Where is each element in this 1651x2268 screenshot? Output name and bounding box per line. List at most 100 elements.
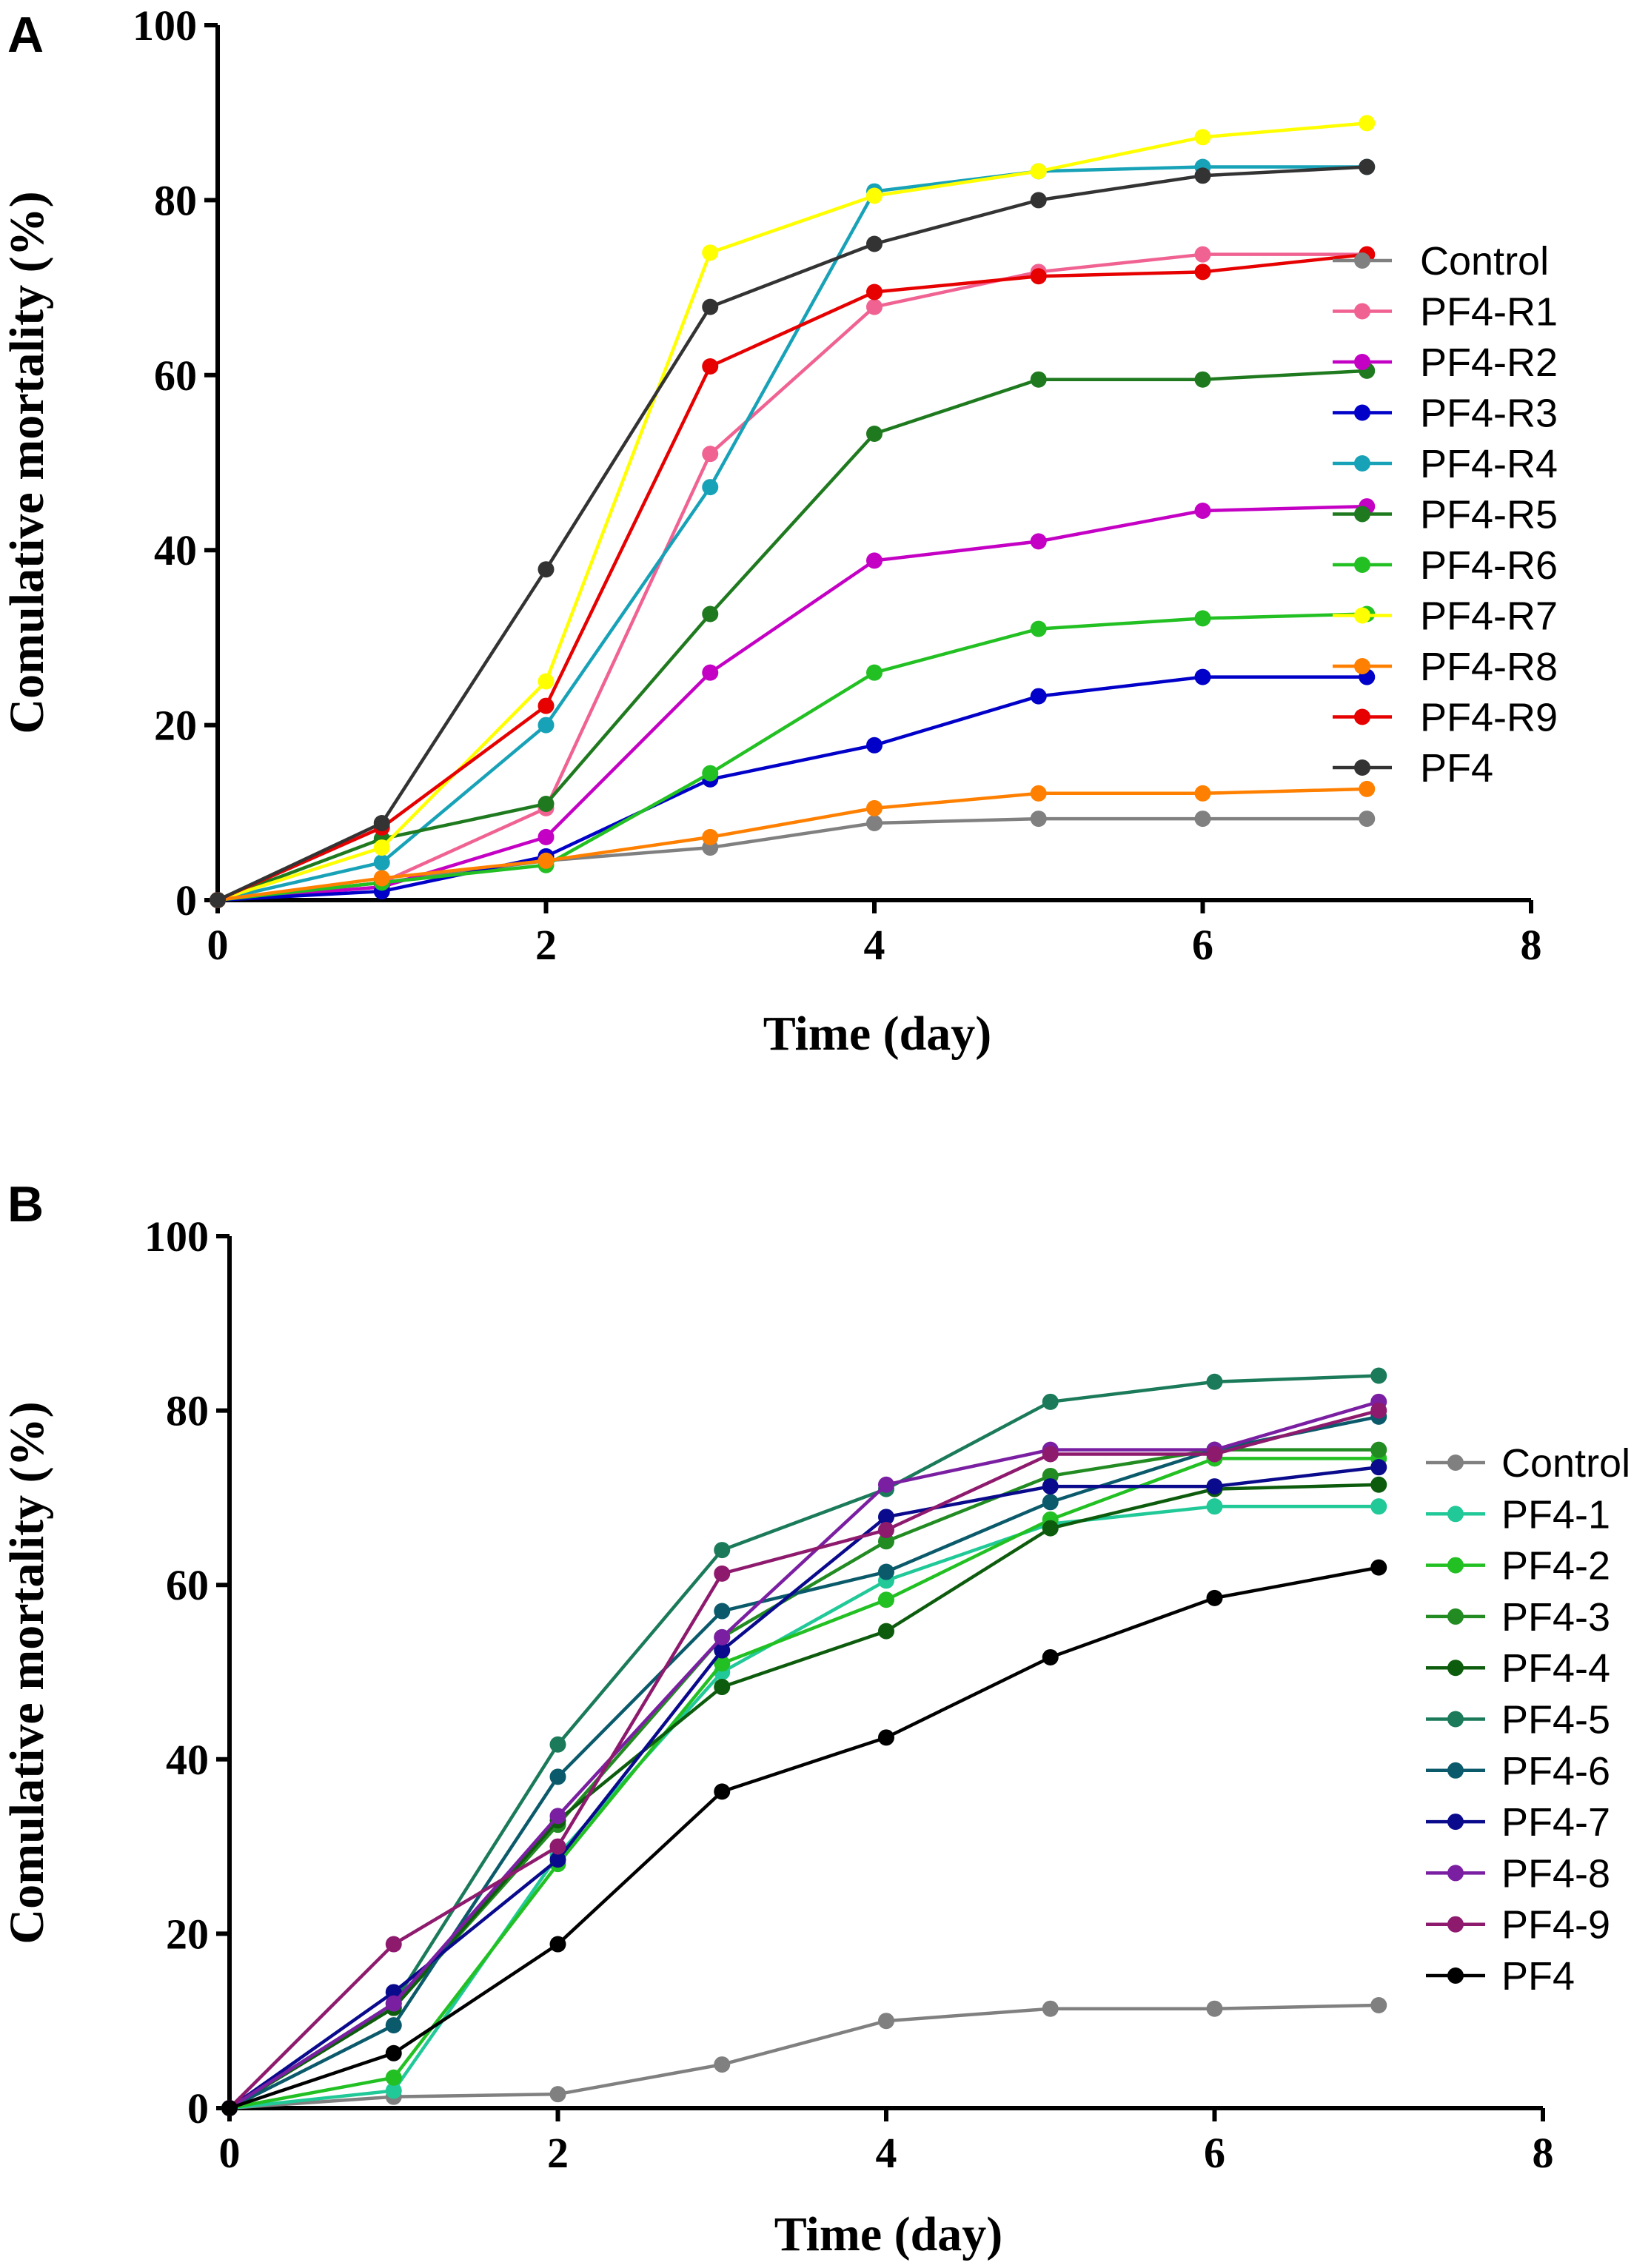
legend-marker-pf4-r9 xyxy=(1354,708,1370,725)
data-point-pf4-5 xyxy=(1042,1393,1059,1410)
series-line-control xyxy=(217,816,1367,902)
series-line-pf4-r8 xyxy=(217,787,1367,902)
legend-marker-pf4 xyxy=(1447,1967,1464,1984)
legend-label-pf4-r1: PF4-R1 xyxy=(1420,290,1558,335)
data-point-control xyxy=(1194,811,1211,828)
legend-label-pf4-2: PF4-2 xyxy=(1501,1544,1610,1588)
legend-label-pf4-r3: PF4-R3 xyxy=(1420,392,1558,436)
data-point-pf4-7 xyxy=(385,1984,402,2001)
data-point-control xyxy=(1206,2000,1223,2017)
data-point-pf4-r6 xyxy=(702,765,719,782)
data-point-pf4-r8 xyxy=(1030,785,1047,802)
x-tick-label: 2 xyxy=(535,921,557,969)
data-point-pf4-2 xyxy=(714,1655,731,1672)
data-point-pf4-5 xyxy=(714,1542,731,1559)
data-point-pf4-r3 xyxy=(1194,668,1211,685)
legend-label-pf4-r8: PF4-R8 xyxy=(1420,645,1558,689)
series-line-pf4-9 xyxy=(228,1409,1379,2110)
legend-marker-pf4-6 xyxy=(1447,1762,1464,1779)
legend-label-pf4-r7: PF4-R7 xyxy=(1420,594,1558,639)
series-line-pf4-1 xyxy=(229,1504,1379,2110)
data-point-pf4 xyxy=(1194,167,1211,184)
y-tick-label: 80 xyxy=(166,1387,209,1435)
data-point-pf4-r6 xyxy=(1030,620,1047,637)
panel-b-ticks: 0 20 40 60 80 100 0 2 4 6 8 xyxy=(144,1212,1554,2177)
data-point-pf4-9 xyxy=(549,1838,566,1855)
legend-marker-pf4-9 xyxy=(1447,1916,1464,1933)
data-point-pf4 xyxy=(714,1783,731,1800)
data-point-pf4-r5 xyxy=(866,425,883,442)
x-tick-label: 6 xyxy=(1204,2129,1225,2177)
data-point-pf4-6 xyxy=(1042,1494,1059,1511)
y-tick-label: 60 xyxy=(154,352,197,400)
legend-label-pf4-r5: PF4-R5 xyxy=(1420,493,1558,537)
series-line-pf4-r6 xyxy=(217,612,1367,902)
legend-label-pf4-6: PF4-6 xyxy=(1501,1749,1610,1794)
y-tick-label: 80 xyxy=(154,176,197,224)
data-point-pf4-r7 xyxy=(1194,129,1211,146)
data-point-pf4-8 xyxy=(714,1628,731,1645)
data-point-pf4 xyxy=(210,892,226,908)
x-tick-label: 8 xyxy=(1521,921,1542,969)
series-line-pf4-r5 xyxy=(217,369,1367,902)
series-line-pf4-r4 xyxy=(217,165,1367,902)
data-point-pf4-r8 xyxy=(538,852,555,869)
panel-b-chart: B 0 20 40 60 80 100 0 2 4 6 8 Control PF4-1 PF4-2 PF4… xyxy=(0,1176,1630,2261)
data-point-pf4-8 xyxy=(878,1476,894,1493)
data-point-pf4-6 xyxy=(549,1768,566,1785)
data-point-pf4-6 xyxy=(385,2017,402,2034)
legend-label-pf4-1: PF4-1 xyxy=(1501,1492,1610,1537)
data-point-pf4-r7 xyxy=(1030,163,1047,180)
data-point-pf4-8 xyxy=(385,1995,402,2012)
data-point-pf4-r7 xyxy=(702,244,719,261)
data-point-pf4-7 xyxy=(1042,1478,1059,1495)
legend-marker-pf4-r8 xyxy=(1354,658,1370,674)
y-tick-label: 60 xyxy=(166,1561,209,1609)
legend-label-pf4: PF4 xyxy=(1501,1954,1575,1999)
series-line-pf4-5 xyxy=(228,1374,1379,2110)
data-point-pf4-5 xyxy=(549,1736,566,1753)
data-point-pf4 xyxy=(549,1936,566,1953)
legend-label-pf4-7: PF4-7 xyxy=(1501,1800,1610,1845)
data-point-pf4 xyxy=(1359,158,1376,175)
legend-marker-pf4-2 xyxy=(1447,1557,1464,1574)
y-tick-label: 40 xyxy=(154,526,197,574)
x-tick-label: 0 xyxy=(207,921,229,969)
data-point-pf4-9 xyxy=(714,1565,731,1582)
data-point-control xyxy=(549,2086,566,2103)
series-line-pf4-8 xyxy=(228,1400,1379,2110)
panel-b-letter: B xyxy=(7,1176,44,1232)
data-point-pf4-2 xyxy=(385,2069,402,2086)
legend-marker-pf4-r6 xyxy=(1354,557,1370,573)
data-point-pf4-9 xyxy=(1370,1402,1387,1419)
data-point-control xyxy=(1370,1996,1387,2013)
data-point-pf4 xyxy=(538,561,555,578)
data-point-pf4-1 xyxy=(1206,1498,1223,1515)
data-point-pf4-r2 xyxy=(538,828,555,845)
y-tick-label: 0 xyxy=(175,876,197,925)
data-point-pf4-r4 xyxy=(702,479,719,496)
legend-label-pf4-r4: PF4-R4 xyxy=(1420,442,1558,486)
legend-label-control: Control xyxy=(1501,1441,1630,1486)
legend-marker-pf4-4 xyxy=(1447,1660,1464,1677)
legend-marker-pf4-8 xyxy=(1447,1865,1464,1882)
x-tick-label: 2 xyxy=(547,2129,569,2177)
data-point-control xyxy=(714,2056,731,2073)
data-point-pf4-1 xyxy=(385,2082,402,2099)
data-point-pf4 xyxy=(1030,192,1047,209)
series-line-pf4-r7 xyxy=(217,121,1367,902)
data-point-pf4-4 xyxy=(714,1679,731,1696)
data-point-pf4-4 xyxy=(878,1623,894,1640)
data-point-pf4 xyxy=(702,298,719,315)
legend-label-pf4-r2: PF4-R2 xyxy=(1420,340,1558,385)
data-point-pf4-r9 xyxy=(1194,264,1211,281)
data-point-pf4 xyxy=(866,235,883,252)
data-point-pf4 xyxy=(1370,1559,1387,1576)
data-point-pf4-r1 xyxy=(866,298,883,315)
data-point-pf4 xyxy=(1206,1589,1223,1606)
data-point-pf4-9 xyxy=(1042,1446,1059,1463)
data-point-pf4-7 xyxy=(1206,1478,1223,1495)
data-point-pf4-r8 xyxy=(702,828,719,845)
panel-a-letter: A xyxy=(7,7,44,63)
